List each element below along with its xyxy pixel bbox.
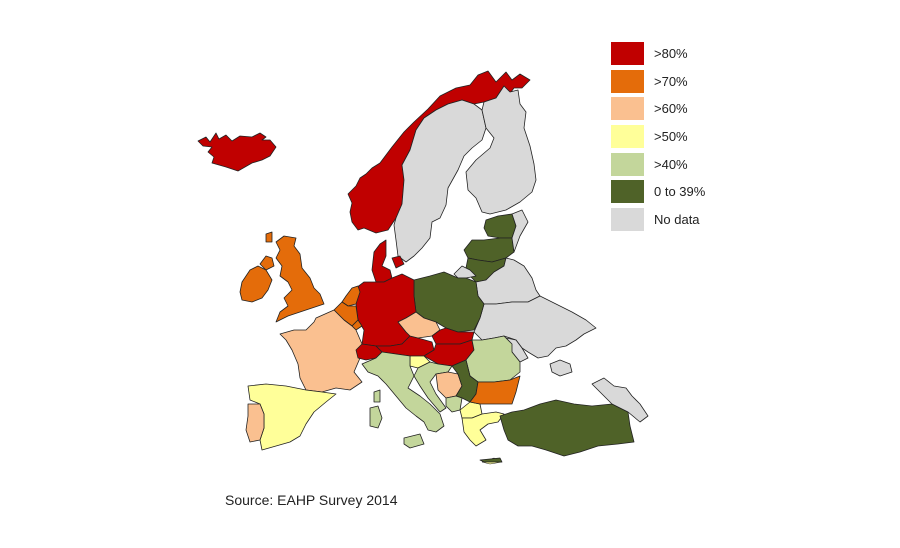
region-sardinia <box>369 405 383 429</box>
region-northern-ireland <box>259 255 275 271</box>
region-iceland <box>197 132 277 172</box>
legend-swatch <box>611 152 644 176</box>
region-sweden <box>393 99 487 263</box>
region-montenegro <box>445 395 463 413</box>
legend-swatch <box>611 207 644 231</box>
region-bulgaria <box>469 375 521 405</box>
legend-item: >70% <box>611 68 731 96</box>
legend-swatch <box>611 180 644 204</box>
region-sicily <box>403 433 425 449</box>
region-russia-north <box>511 209 529 253</box>
legend-item: No data <box>611 206 731 234</box>
region-italy <box>361 351 445 433</box>
legend-label: >80% <box>654 46 688 62</box>
region-crimea <box>549 359 573 377</box>
legend-swatch <box>611 125 644 149</box>
legend-item: >80% <box>611 40 731 68</box>
region-france <box>279 309 363 393</box>
legend-label: >50% <box>654 129 688 145</box>
region-greece <box>461 411 505 447</box>
region-estonia <box>483 213 517 239</box>
legend-label: >40% <box>654 156 688 172</box>
region-united-kingdom <box>275 235 325 323</box>
region-turkey <box>499 399 635 457</box>
legend-item: >50% <box>611 123 731 151</box>
legend-item: >40% <box>611 150 731 178</box>
legend-swatch <box>611 97 644 121</box>
legend-label: No data <box>654 211 700 227</box>
region-germany <box>355 273 417 347</box>
region-cyprus <box>479 457 503 463</box>
legend-label: >60% <box>654 101 688 117</box>
region-finland <box>465 85 537 215</box>
source-note: Source: EAHP Survey 2014 <box>225 492 398 508</box>
region-denmark <box>371 239 393 283</box>
region-denmark-islands <box>391 255 405 269</box>
region-ireland <box>239 265 273 303</box>
region-corsica <box>373 389 381 403</box>
region-portugal <box>245 403 265 443</box>
region-croatia <box>413 361 453 413</box>
region-scotland-isles <box>265 231 273 243</box>
legend-swatch <box>611 69 644 93</box>
legend-swatch <box>611 42 644 66</box>
legend-label: >70% <box>654 73 688 89</box>
region-caucasus <box>591 377 649 423</box>
legend-item: 0 to 39% <box>611 178 731 206</box>
legend-label: 0 to 39% <box>654 184 706 200</box>
legend-item: >60% <box>611 95 731 123</box>
legend: >80% >70% >60% >50% >40% 0 to 39% No dat… <box>611 40 731 233</box>
